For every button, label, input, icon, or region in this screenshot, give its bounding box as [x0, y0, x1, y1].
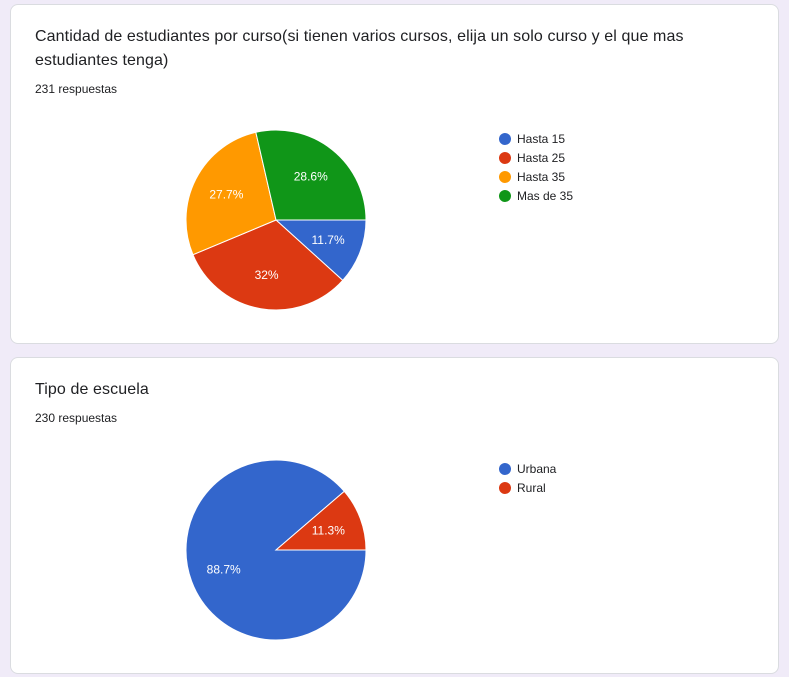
pie-slice-rural — [274, 490, 367, 551]
legend-swatch — [499, 462, 511, 475]
response-count: 231 respuestas — [35, 82, 118, 96]
legend-item-hasta-35: Hasta 35 — [499, 167, 573, 186]
pie-slice-mas-de-35 — [255, 129, 367, 221]
chart-legend: Urbana Rural — [499, 459, 556, 497]
slice-label-mas-de-35: 28.6% — [294, 169, 328, 183]
legend-swatch — [499, 189, 511, 202]
pie-slice-hasta-35 — [185, 131, 277, 256]
pie-slice-hasta-25 — [192, 219, 344, 311]
legend-item-hasta-25: Hasta 25 — [499, 148, 573, 167]
slice-label-urbana: 88.7% — [207, 562, 241, 576]
legend-item-rural: Rural — [499, 478, 556, 497]
legend-swatch — [499, 132, 511, 145]
question-title: Cantidad de estudiantes por curso(si tie… — [35, 28, 684, 69]
legend-label: Hasta 15 — [517, 131, 566, 146]
question-card-tipo-escuela: Tipo de escuela 230 respuestas 88.7% 11.3… — [10, 357, 779, 674]
legend-swatch — [499, 481, 511, 494]
legend-label: Urbana — [517, 461, 557, 476]
pie-slice-hasta-15 — [274, 219, 367, 282]
pie-chart: 11.7% 32% 27.7% 28.6% — [185, 129, 367, 311]
legend-item-mas-de-35: Mas de 35 — [499, 186, 573, 205]
question-card-cursos: Cantidad de estudiantes por curso(si tie… — [10, 4, 779, 344]
legend-label: Hasta 25 — [517, 150, 566, 165]
slice-label-hasta-15: 11.7% — [312, 233, 345, 247]
legend-label: Mas de 35 — [517, 188, 574, 203]
legend-item-urbana: Urbana — [499, 459, 556, 478]
legend-swatch — [499, 170, 511, 183]
response-count: 230 respuestas — [35, 411, 118, 425]
slice-label-hasta-25: 32% — [255, 268, 279, 282]
legend-label: Rural — [517, 480, 546, 495]
pie-chart: 88.7% 11.3% — [185, 459, 367, 641]
slice-label-hasta-35: 27.7% — [209, 188, 243, 202]
legend-label: Hasta 35 — [517, 169, 566, 184]
chart-legend: Hasta 15 Hasta 25 Hasta 35 Mas de 35 — [499, 129, 573, 205]
legend-item-hasta-15: Hasta 15 — [499, 129, 573, 148]
slice-label-rural: 11.3% — [312, 524, 345, 538]
legend-swatch — [499, 151, 511, 164]
question-title: Tipo de escuela — [35, 381, 149, 398]
